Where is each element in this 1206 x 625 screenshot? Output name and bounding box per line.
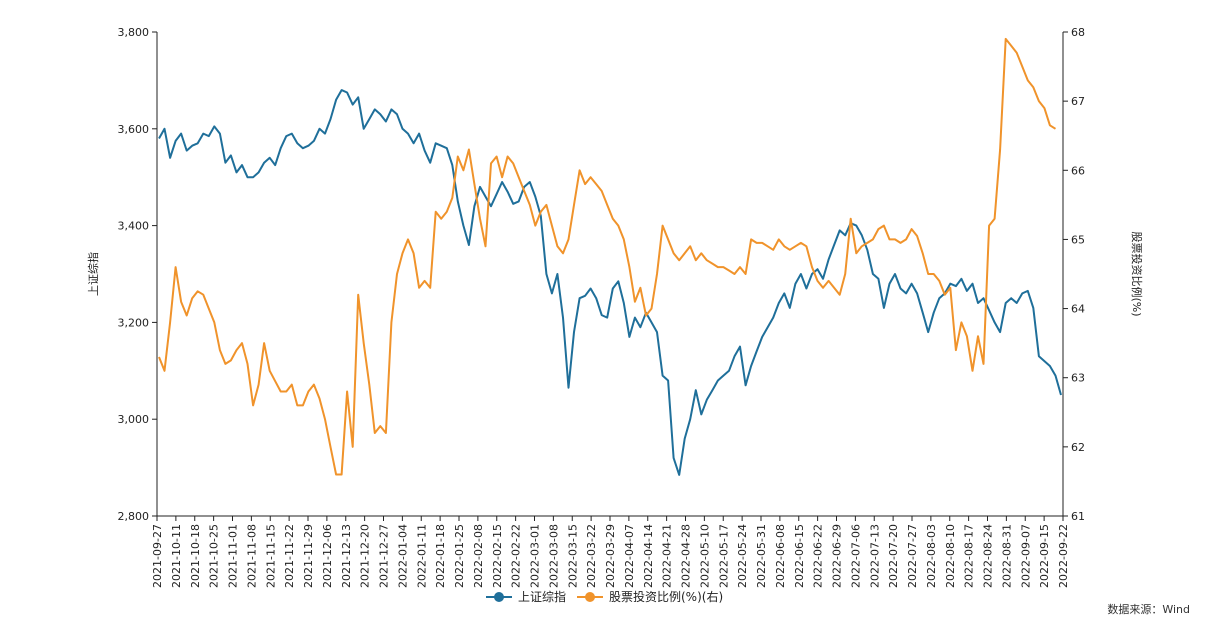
legend-ratio-label: 股票投资比例(%)(右) [609,589,723,604]
x-tick-label: 2022-06-22 [812,524,825,588]
right-tick-label: 65 [1071,233,1085,246]
x-tick-label: 2021-12-13 [340,524,353,588]
right-tick-label: 68 [1071,26,1085,39]
x-tick-label: 2022-05-24 [736,524,749,588]
x-tick-label: 2022-04-21 [661,524,674,588]
x-tick-label: 2022-07-13 [868,524,881,588]
right-axis-title: 股票投资比例(%) [1130,231,1144,316]
x-tick-label: 2022-01-04 [396,524,409,588]
x-tick-label: 2021-10-11 [170,524,183,588]
series-line-ratio [158,37,1057,476]
x-tick-label: 2022-06-08 [774,524,787,588]
x-tick-label: 2022-02-08 [472,524,485,588]
x-tick-label: 2022-02-15 [491,524,504,588]
legend-item-sse[interactable]: 上证综指 [486,589,566,604]
x-tick-label: 2022-09-07 [1019,524,1032,588]
x-ticks: 2021-09-27 2021-10-11 2021-10-18 2021-10-25… [151,516,1070,588]
right-tick-label: 61 [1071,510,1085,523]
legend-sse-marker [494,592,504,602]
right-tick-label: 67 [1071,95,1085,108]
left-tick-label: 3,000 [118,413,150,426]
x-tick-label: 2022-06-29 [831,524,844,588]
x-tick-label: 2021-11-08 [245,524,258,588]
legend-ratio-marker [585,592,595,602]
x-tick-label: 2021-12-06 [321,524,334,588]
x-tick-label: 2022-07-20 [887,524,900,588]
x-tick-label: 2022-08-31 [1000,524,1013,588]
x-tick-label: 2022-05-17 [717,524,730,588]
x-tick-label: 2021-11-01 [227,524,240,588]
x-tick-label: 2022-07-27 [906,524,919,588]
legend: 上证综指 股票投资比例(%)(右) [486,589,723,604]
x-tick-label: 2022-09-15 [1038,524,1051,588]
x-tick-label: 2022-04-28 [680,524,693,588]
right-tick-label: 62 [1071,441,1085,454]
x-tick-label: 2022-08-17 [963,524,976,588]
legend-sse-label: 上证综指 [518,589,566,604]
right-tick-label: 66 [1071,164,1085,177]
left-tick-label: 3,600 [118,123,150,136]
series-layer [158,37,1062,476]
x-tick-label: 2022-03-15 [566,524,579,588]
x-tick-label: 2022-03-08 [547,524,560,588]
x-tick-label: 2021-11-15 [264,524,277,588]
right-tick-label: 64 [1071,303,1085,316]
source-note: 数据来源：Wind [1107,603,1190,616]
left-tick-label: 3,400 [118,220,150,233]
x-tick-label: 2022-08-24 [982,524,995,588]
left-tick-label: 3,800 [118,26,150,39]
x-tick-label: 2022-01-11 [415,524,428,588]
x-tick-label: 2021-09-27 [151,524,164,588]
x-tick-label: 2022-03-22 [585,524,598,588]
x-tick-label: 2022-06-15 [793,524,806,588]
axes [156,32,1064,517]
left-tick-label: 3,200 [118,316,150,329]
left-axis-title: 上证综指 [86,252,100,296]
x-tick-label: 2022-02-22 [510,524,523,588]
x-tick-label: 2022-03-29 [604,524,617,588]
legend-item-ratio[interactable]: 股票投资比例(%)(右) [577,589,723,604]
x-tick-label: 2022-04-14 [642,524,655,588]
x-tick-label: 2021-11-29 [302,524,315,588]
x-tick-label: 2021-12-20 [359,524,372,588]
left-tick-label: 2,800 [118,510,150,523]
x-tick-label: 2021-12-27 [378,524,391,588]
series-line-sse [158,89,1062,476]
x-tick-label: 2021-10-25 [208,524,221,588]
x-tick-label: 2022-07-06 [849,524,862,588]
right-ticks: 61 62 63 64 65 66 67 68 [1063,26,1085,523]
x-tick-label: 2022-08-03 [925,524,938,588]
x-tick-label: 2022-04-07 [623,524,636,588]
x-tick-label: 2022-09-22 [1057,524,1070,588]
x-tick-label: 2021-11-22 [283,524,296,588]
left-ticks: 2,800 3,000 3,200 3,400 3,600 3,800 [118,26,157,523]
x-tick-label: 2022-05-31 [755,524,768,588]
x-tick-label: 2021-10-18 [189,524,202,588]
x-tick-label: 2022-03-01 [529,524,542,588]
x-tick-label: 2022-05-10 [698,524,711,588]
right-tick-label: 63 [1071,372,1085,385]
x-tick-label: 2022-08-10 [944,524,957,588]
x-tick-label: 2022-01-18 [434,524,447,588]
x-tick-label: 2022-01-25 [453,524,466,588]
